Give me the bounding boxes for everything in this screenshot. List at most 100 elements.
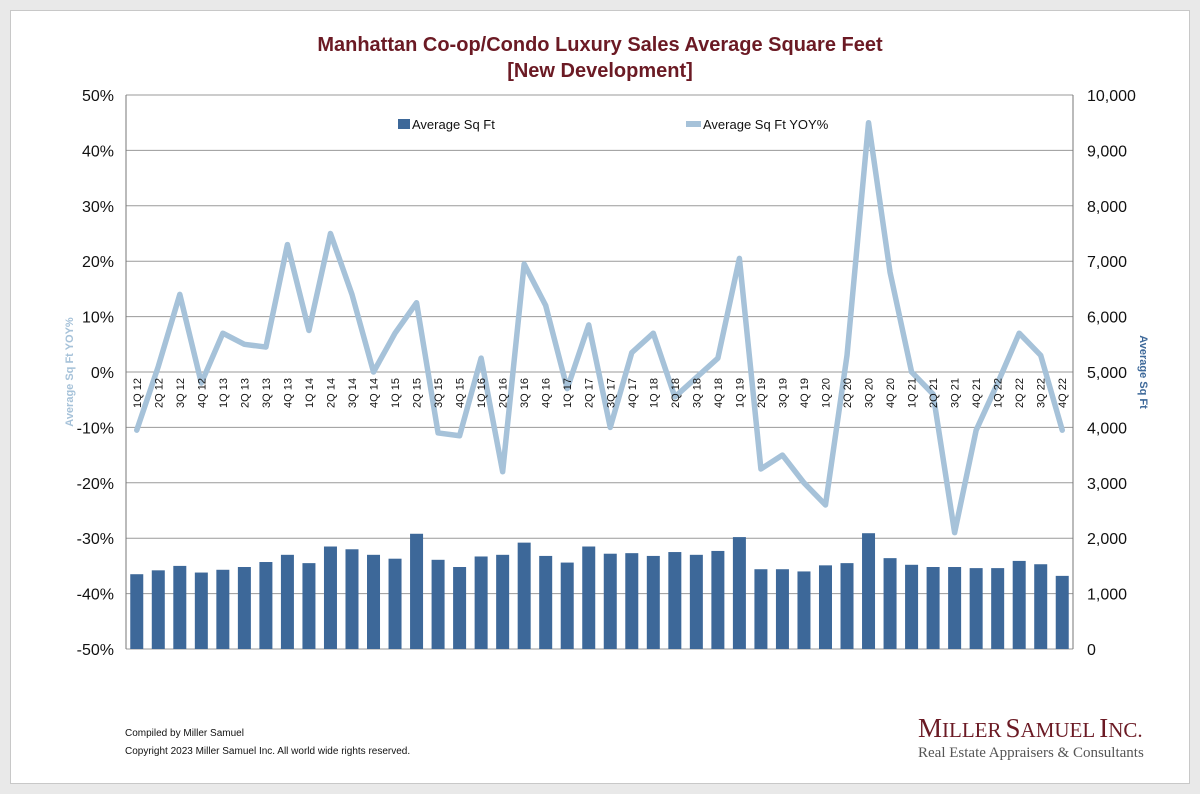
bar [474,556,488,649]
x-tick-label: 3Q 15 [433,378,445,408]
y-left-tick: -40% [77,587,114,604]
bar [345,549,359,649]
bar [582,546,596,649]
bar [517,542,531,649]
y-left-tick: -10% [77,420,114,437]
bar [560,562,574,649]
x-tick-label: 2Q 13 [239,378,251,408]
yoy-line [134,119,1065,536]
bar [453,567,467,649]
x-tick-label: 2Q 16 [498,378,510,408]
x-tick-label: 1Q 15 [390,378,402,408]
y-right-tick: 10,000 [1087,88,1136,105]
brand-tagline: Real Estate Appraisers & Consultants [918,745,1144,761]
x-tick-label: 2Q 22 [1014,378,1026,408]
y-right-tick: 8,000 [1087,199,1127,216]
y-right-tick: 7,000 [1087,254,1127,271]
y-right-tick: 3,000 [1087,476,1127,493]
bar [216,569,230,649]
x-tick-label: 1Q 21 [907,378,919,408]
x-tick-label: 2Q 18 [670,378,682,408]
legend-swatch-bar [398,119,410,129]
bar [969,568,983,649]
x-tick-label: 1Q 20 [820,378,832,408]
y-left-tick: -20% [77,476,114,493]
x-tick-label: 1Q 22 [993,378,1005,408]
y-left-tick: 0% [91,365,114,382]
x-tick-label: 1Q 12 [132,378,144,408]
x-tick-label: 4Q 17 [627,378,639,408]
x-tick-label: 3Q 20 [864,378,876,408]
x-tick-label: 2Q 15 [412,378,424,408]
x-tick-label: 4Q 15 [455,378,467,408]
y-right-tick: 9,000 [1087,143,1127,160]
bar [862,533,876,649]
x-tick-label: 2Q 20 [842,378,854,408]
x-tick-label: 4Q 21 [971,378,983,408]
y-left-axis-title: Average Sq Ft YOY% [64,317,76,427]
bar [539,555,553,649]
x-tick-label: 4Q 18 [713,378,725,408]
bar [926,567,940,649]
x-tick-label: 4Q 22 [1057,378,1069,408]
y-left-tick: -30% [77,531,114,548]
legend-swatch-line [686,121,701,127]
x-tick-label: 1Q 17 [562,378,574,408]
x-tick-label: 4Q 13 [282,378,294,408]
bar [302,563,316,649]
bar [431,559,445,649]
x-tick-label: 3Q 16 [519,378,531,408]
footer-compiled: Compiled by Miller Samuel [125,728,244,739]
bar [173,565,187,649]
bar [991,568,1005,649]
y-right-tick: 4,000 [1087,420,1127,437]
y-right-tick: 6,000 [1087,310,1127,327]
bar [367,554,381,649]
bar [1055,575,1069,649]
bar [646,555,660,649]
x-tick-label: 2Q 17 [584,378,596,408]
bar [948,567,962,649]
x-tick-label: 1Q 16 [476,378,488,408]
bar [775,569,789,649]
y-right-tick: 2,000 [1087,531,1127,548]
bar [797,571,811,649]
bar [1034,564,1048,649]
x-tick-label: 4Q 12 [196,378,208,408]
y-right-tick: 0 [1087,642,1096,659]
x-tick-label: 1Q 19 [734,378,746,408]
bar [194,572,208,649]
y-left-tick: 10% [82,310,114,327]
bar [496,554,510,649]
bar [883,558,897,649]
y-right-tick: 1,000 [1087,587,1127,604]
x-tick-label: 3Q 17 [605,378,617,408]
chart-subtitle: [New Development] [507,60,693,82]
y-right-tick: 5,000 [1087,365,1127,382]
bar [732,537,746,649]
bar [259,562,273,649]
footer-copyright: Copyright 2023 Miller Samuel Inc. All wo… [125,746,411,757]
y-left-tick: 50% [82,88,114,105]
bar [905,564,919,649]
y-left-tick: 40% [82,143,114,160]
bar [151,570,165,649]
legend-label-bar: Average Sq Ft [412,117,495,132]
x-tick-label: 2Q 12 [153,378,165,408]
y-right-axis-title: Average Sq Ft [1137,335,1149,409]
x-tick-label: 3Q 14 [347,378,359,408]
x-tick-label: 4Q 14 [369,378,381,408]
bar [711,550,725,649]
legend-label-line: Average Sq Ft YOY% [703,117,829,132]
x-tick-label: 1Q 18 [648,378,660,408]
y-left-tick: 30% [82,199,114,216]
x-tick-label: 3Q 22 [1036,378,1048,408]
bar [689,554,703,649]
chart-title: Manhattan Co-op/Condo Luxury Sales Avera… [317,34,883,56]
bar [818,565,832,649]
brand-logo: MILLER SAMUEL INC. [918,713,1143,743]
x-tick-label: 3Q 19 [777,378,789,408]
x-tick-label: 2Q 19 [756,378,768,408]
bar [388,558,402,649]
